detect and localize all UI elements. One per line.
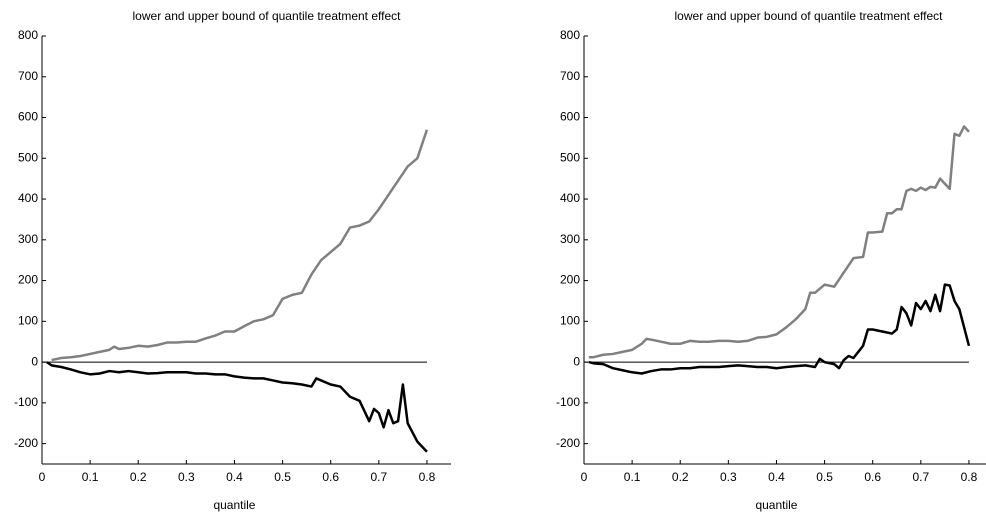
y-tick-label: -100 bbox=[556, 395, 580, 409]
y-tick-label: 100 bbox=[560, 314, 580, 328]
x-tick-label: 0.6 bbox=[322, 470, 339, 484]
x-tick-label: 0.5 bbox=[274, 470, 291, 484]
x-tick-label: 0.3 bbox=[178, 470, 195, 484]
y-tick-label: 0 bbox=[31, 354, 38, 368]
y-tick-label: 300 bbox=[18, 232, 38, 246]
y-tick-label: 200 bbox=[18, 273, 38, 287]
y-tick-label: 800 bbox=[18, 28, 38, 42]
y-tick-label: -200 bbox=[556, 436, 580, 450]
series-line bbox=[46, 361, 428, 453]
y-tick-label: 500 bbox=[18, 150, 38, 164]
x-tick-label: 0.8 bbox=[961, 470, 978, 484]
x-tick-label: 0.1 bbox=[624, 470, 641, 484]
series-line bbox=[588, 283, 971, 375]
x-tick-label: 0 bbox=[39, 470, 46, 484]
x-tick-label: 0.5 bbox=[816, 470, 833, 484]
y-tick-label: 500 bbox=[560, 150, 580, 164]
x-tick-label: 0 bbox=[581, 470, 588, 484]
chart-title: lower and upper bound of quantile treatm… bbox=[133, 9, 402, 23]
chart-title: lower and upper bound of quantile treatm… bbox=[675, 9, 944, 23]
x-tick-label: 0.1 bbox=[82, 470, 99, 484]
x-tick-label: 0.6 bbox=[864, 470, 881, 484]
y-tick-label: 700 bbox=[560, 69, 580, 83]
y-tick-label: 100 bbox=[18, 314, 38, 328]
series-line bbox=[588, 125, 970, 359]
y-tick-label: -200 bbox=[14, 436, 38, 450]
x-tick-label: 0.2 bbox=[130, 470, 147, 484]
x-tick-label: 0.8 bbox=[419, 470, 436, 484]
x-tick-label: 0.7 bbox=[912, 470, 929, 484]
y-tick-label: 600 bbox=[560, 110, 580, 124]
x-axis-label: quantile bbox=[755, 498, 797, 512]
y-tick-label: 800 bbox=[560, 28, 580, 42]
y-tick-label: 700 bbox=[18, 69, 38, 83]
y-tick-label: 400 bbox=[560, 191, 580, 205]
y-tick-label: 200 bbox=[560, 273, 580, 287]
x-tick-label: 0.2 bbox=[672, 470, 689, 484]
y-tick-label: 600 bbox=[18, 110, 38, 124]
y-tick-label: 300 bbox=[560, 232, 580, 246]
x-axis-label: quantile bbox=[213, 498, 255, 512]
series-line bbox=[51, 129, 429, 362]
y-tick-label: 0 bbox=[573, 354, 580, 368]
x-tick-label: 0.4 bbox=[768, 470, 785, 484]
y-tick-label: 400 bbox=[18, 191, 38, 205]
x-tick-label: 0.3 bbox=[720, 470, 737, 484]
y-tick-label: -100 bbox=[14, 395, 38, 409]
x-tick-label: 0.7 bbox=[370, 470, 387, 484]
x-tick-label: 0.4 bbox=[226, 470, 243, 484]
